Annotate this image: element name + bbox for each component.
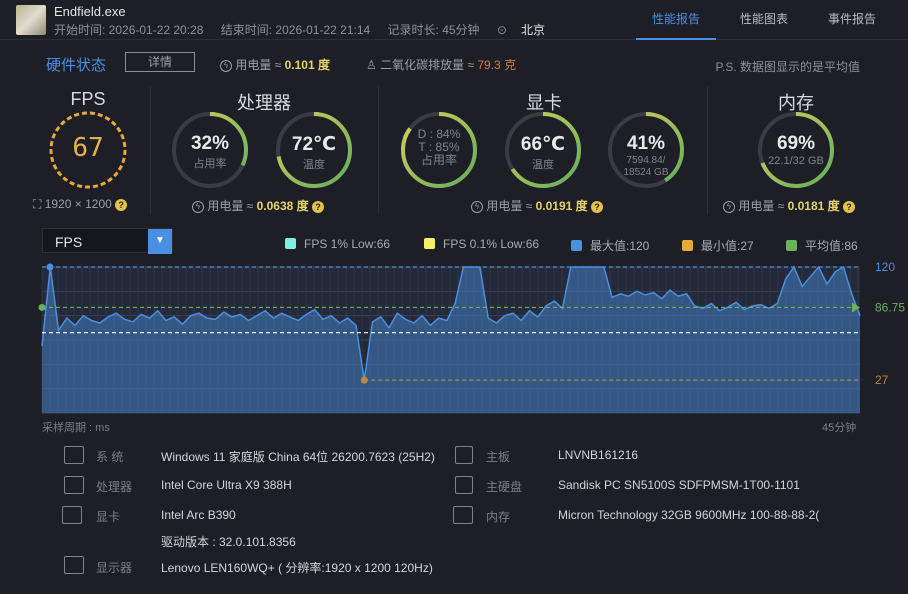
spec-label: 处理器 bbox=[96, 480, 133, 494]
cpu-title: 处理器 bbox=[237, 93, 291, 113]
spec-monitor: Lenovo LEN160WQ+ ( 分辨率:1920 x 1200 120Hz… bbox=[161, 561, 433, 575]
power-icon: ϟ bbox=[723, 200, 735, 213]
fps-area bbox=[42, 267, 860, 413]
fps-chart[interactable]: 120 86.75 27 bbox=[0, 258, 908, 418]
ref-label: 120 bbox=[875, 260, 895, 274]
metric-select[interactable]: FPS ▼ bbox=[42, 228, 173, 254]
ram-usage-ring bbox=[758, 112, 834, 188]
spec-gpu: Intel Arc B390 bbox=[161, 508, 236, 522]
total-power: ϟ 用电量 ≈ 0.101 度 bbox=[220, 56, 330, 73]
start-time: 开始时间: 2026-01-22 20:28 bbox=[54, 23, 204, 37]
legend-1-low: FPS 1% Low:66 bbox=[285, 237, 390, 251]
spec-label: 显卡 bbox=[96, 510, 121, 524]
spec-memory: Micron Technology 32GB 9600MHz 100-88-88… bbox=[558, 508, 820, 522]
fps-gauge-ring bbox=[49, 111, 127, 189]
tab-performance-chart[interactable]: 性能图表 bbox=[739, 12, 788, 26]
cpu-temp: 72℃ 温度 bbox=[291, 134, 337, 171]
ram-power: ϟ 用电量 ≈ 0.0181 度 ? bbox=[723, 197, 855, 214]
fps-title: FPS bbox=[70, 89, 106, 109]
legend-01-low: FPS 0.1% Low:66 bbox=[424, 237, 539, 251]
disk-icon bbox=[455, 476, 473, 494]
avg-marker bbox=[38, 303, 46, 311]
x-start-label: 采样周期 : ms bbox=[42, 422, 110, 434]
tab-event-report[interactable]: 事件报告 bbox=[827, 12, 876, 26]
location-pin-icon: ⊙ bbox=[496, 23, 507, 37]
spec-label: 内存 bbox=[486, 510, 511, 524]
legend-max: 最大值:120 bbox=[571, 237, 649, 254]
hardware-status-title: 硬件状态 bbox=[46, 57, 107, 74]
spec-label: 系 统 bbox=[96, 450, 124, 464]
power-icon: ϟ bbox=[192, 200, 204, 213]
resolution: ⛶ 1920 × 1200 ? bbox=[33, 197, 128, 212]
power-icon: ϟ bbox=[471, 200, 483, 213]
x-end-label: 45分钟 bbox=[822, 422, 857, 434]
duration: 记录时长: 45分钟 bbox=[387, 23, 480, 37]
divider bbox=[707, 86, 708, 214]
spec-label: 主板 bbox=[486, 450, 511, 464]
gpu-title: 显卡 bbox=[526, 93, 562, 113]
co2-emission: ♙ 二氧化碳排放量 ≈ 79.3 克 bbox=[366, 58, 517, 72]
ref-label: 27 bbox=[875, 373, 889, 387]
app-avatar bbox=[16, 5, 46, 35]
help-icon[interactable]: ? bbox=[843, 200, 855, 213]
end-time: 结束时间: 2026-01-22 21:14 bbox=[220, 23, 371, 37]
location: 北京 bbox=[520, 23, 545, 37]
spec-label: 主硬盘 bbox=[486, 480, 523, 494]
cpu-chip-icon bbox=[64, 476, 84, 494]
motherboard-icon bbox=[455, 446, 473, 464]
fps-value: 67 bbox=[72, 133, 104, 163]
screen-icon: ⛶ bbox=[33, 197, 42, 211]
gpu-temp-ring bbox=[505, 112, 581, 188]
spec-label: 显示器 bbox=[96, 561, 133, 575]
windows-icon bbox=[64, 446, 84, 464]
spec-cpu: Intel Core Ultra X9 388H bbox=[161, 478, 292, 492]
cpu-temp-ring bbox=[276, 112, 352, 188]
max-marker bbox=[46, 263, 54, 271]
gpu-card-icon bbox=[62, 506, 82, 524]
ps-note: P.S. 数据图显示的是平均值 bbox=[715, 60, 860, 74]
memory-icon bbox=[453, 506, 473, 524]
gpu-usage-ring bbox=[401, 112, 477, 188]
monitor-icon bbox=[64, 556, 84, 574]
power-icon: ϟ bbox=[220, 59, 232, 72]
tab-performance-report[interactable]: 性能报告 bbox=[636, 0, 716, 40]
details-button[interactable]: 详情 bbox=[125, 52, 195, 72]
session-meta: 开始时间: 2026-01-22 20:28 结束时间: 2026-01-22 … bbox=[54, 21, 559, 38]
help-icon[interactable]: ? bbox=[115, 198, 128, 211]
ram-title: 内存 bbox=[778, 93, 814, 113]
ram-usage: 69% 22.1/32 GB bbox=[768, 133, 824, 167]
avg-arrow bbox=[852, 302, 860, 313]
header: Endfield.exe 开始时间: 2026-01-22 20:28 结束时间… bbox=[0, 0, 908, 40]
ref-label: 86.75 bbox=[875, 300, 905, 314]
gpu-temp: 66℃ 温度 bbox=[520, 134, 566, 171]
gpu-mem-ring bbox=[608, 112, 684, 188]
gpu-usage: D : 84% T : 85% 占用率 bbox=[417, 127, 461, 167]
help-icon[interactable]: ? bbox=[312, 200, 324, 213]
spec-motherboard: LNVNB161216 bbox=[558, 448, 639, 462]
divider bbox=[150, 86, 151, 214]
cpu-usage-ring bbox=[172, 112, 248, 188]
gauges bbox=[49, 111, 834, 189]
spec-os: Windows 11 家庭版 China 64位 26200.7623 (25H… bbox=[161, 450, 435, 464]
app-name: Endfield.exe bbox=[54, 4, 126, 19]
cpu-usage: 32% 占用率 bbox=[190, 133, 230, 170]
fps-line bbox=[41, 265, 861, 381]
divider bbox=[378, 86, 379, 214]
chevron-down-icon[interactable]: ▼ bbox=[148, 229, 172, 254]
spec-gpu-driver: 驱动版本 : 32.0.101.8356 bbox=[161, 535, 296, 549]
gpu-memory: 41% 7594.84/18524 GB bbox=[623, 133, 669, 178]
gpu-power: ϟ 用电量 ≈ 0.0191 度 ? bbox=[471, 197, 603, 214]
co2-icon: ♙ bbox=[366, 58, 377, 72]
legend-min: 最小值:27 bbox=[682, 237, 754, 254]
cpu-power: ϟ 用电量 ≈ 0.0638 度 ? bbox=[192, 197, 324, 214]
spec-disk: Sandisk PC SN5100S SDFPMSM-1T00-1101 bbox=[558, 478, 800, 492]
legend-avg: 平均值:86 bbox=[786, 237, 858, 254]
help-icon[interactable]: ? bbox=[591, 200, 603, 213]
